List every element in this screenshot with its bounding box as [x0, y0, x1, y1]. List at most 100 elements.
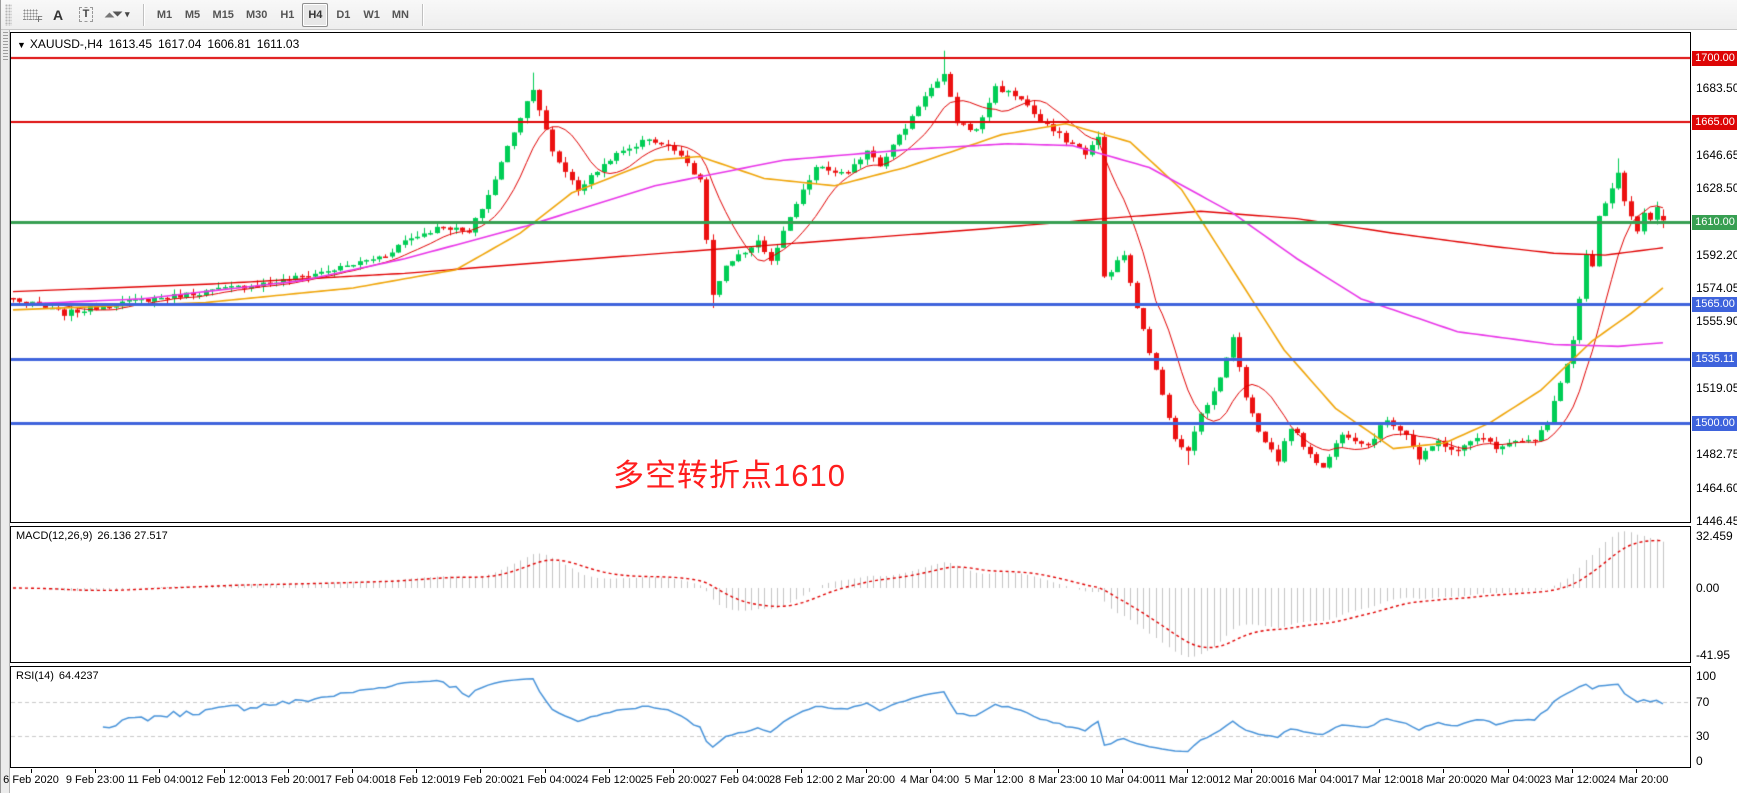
timeframe-button-M1[interactable]: M1 — [156, 8, 173, 21]
price-tick-label: 1628.50 — [1696, 181, 1737, 196]
time-tick-mark — [480, 769, 482, 773]
macd-scale-label: 32.459 — [1696, 529, 1733, 544]
time-tick-label: 25 Feb 20:00 — [640, 774, 706, 786]
price-tick-label: 1464.60 — [1696, 480, 1737, 495]
time-tick-mark — [1186, 769, 1188, 773]
time-tick-mark — [1122, 769, 1124, 773]
time-axis[interactable]: 6 Feb 2020 9 Feb 23:00 11 Feb 04:00 12 Feb … — [3, 769, 1691, 793]
price-axis[interactable]: 1683.50 1646.65 1628.50 1592.20 1574.05 1555.… — [1692, 30, 1737, 793]
dotted-grid-icon: F — [22, 9, 43, 24]
time-tick-label: 8 Mar 23:00 — [1028, 774, 1088, 786]
time-tick-mark — [737, 769, 739, 773]
time-tick-label: 28 Feb 12:00 — [768, 774, 834, 786]
timeframe-button-D1[interactable]: D1 — [336, 8, 351, 21]
time-tick-mark — [1443, 769, 1445, 773]
toolbar: F A T ▾ M1 M5 M15 M30 H1 H4 D1 W1 MN — [1, 0, 1737, 30]
toolbar-separator — [421, 3, 423, 26]
price-line-badge: 1610.00 — [1692, 215, 1737, 231]
time-tick-mark — [1315, 769, 1316, 773]
price-line-badge: 1500.00 — [1692, 416, 1737, 431]
arrows-icon — [104, 6, 123, 22]
symbol-dropdown-icon[interactable]: ▼ — [17, 40, 26, 50]
time-tick-mark — [608, 769, 610, 773]
price-tick-label: 1555.90 — [1696, 313, 1737, 328]
timeframe-button-H4[interactable]: H4 — [302, 2, 329, 27]
chart-title: ▼ XAUUSD-,H4 1613.45 1617.04 1606.81 1611.03 — [17, 37, 299, 51]
time-tick-mark — [1636, 769, 1637, 773]
time-tick-label: 24 Mar 20:00 — [1603, 774, 1669, 786]
macd-pane[interactable]: MACD(12,26,9) 26.136 27.517 — [10, 526, 1691, 663]
time-tick-label: 6 Feb 2020 — [3, 774, 59, 786]
price-tick-label: 1574.05 — [1696, 280, 1737, 295]
time-tick-mark — [1058, 769, 1060, 773]
timeframe-button-MN[interactable]: MN — [391, 8, 409, 21]
rsi-canvas[interactable] — [11, 667, 1690, 767]
time-tick-label: 23 Mar 12:00 — [1539, 774, 1605, 786]
letter-a-icon: A — [52, 6, 64, 23]
price-line-badge: 1565.00 — [1692, 297, 1737, 313]
time-tick-label: 17 Feb 04:00 — [319, 774, 385, 786]
candlestick-canvas[interactable] — [11, 33, 1690, 522]
toolbar-grip[interactable] — [5, 3, 12, 26]
main-chart-pane[interactable]: ▼ XAUUSD-,H4 1613.45 1617.04 1606.81 1611.03 … — [10, 32, 1691, 523]
label-tool-button[interactable]: A — [45, 3, 71, 27]
price-tick-label: 1592.20 — [1696, 247, 1737, 262]
arrow-tools-button[interactable]: ▾ — [101, 3, 135, 27]
time-tick-label: 11 Mar 12:00 — [1154, 774, 1219, 786]
time-tick-mark — [352, 769, 353, 773]
time-tick-mark — [1379, 769, 1381, 773]
time-tick-label: 5 Mar 12:00 — [964, 774, 1024, 786]
time-tick-label: 19 Feb 20:00 — [447, 774, 513, 786]
price-tick-label: 1446.45 — [1696, 513, 1737, 528]
macd-scale-label: -41.95 — [1696, 648, 1731, 663]
text-tool-button[interactable]: T — [73, 3, 99, 27]
macd-values: 26.136 27.517 — [97, 530, 168, 542]
timeframe-button-M5[interactable]: M5 — [184, 8, 201, 21]
timeframe-button-H1[interactable]: H1 — [280, 8, 295, 21]
time-tick-label: 12 Feb 12:00 — [191, 774, 257, 786]
time-tick-mark — [223, 769, 225, 773]
time-tick-label: 27 Feb 04:00 — [704, 774, 770, 786]
macd-canvas[interactable] — [11, 527, 1690, 662]
timeframe-group: M1 M5 M15 M30 H1 H4 D1 W1 MN — [152, 2, 414, 27]
symbol-timeframe-label: XAUUSD-,H4 — [29, 37, 103, 51]
time-tick-mark — [31, 769, 32, 773]
timeframe-button-M30[interactable]: M30 — [245, 8, 268, 21]
time-tick-mark — [416, 769, 418, 773]
timeframe-button-W1[interactable]: W1 — [363, 8, 380, 21]
macd-scale-label: 0.00 — [1696, 581, 1720, 595]
time-tick-label: 20 Mar 04:00 — [1475, 774, 1540, 786]
time-tick-label: 9 Feb 23:00 — [65, 774, 125, 786]
ohlc-low: 1606.81 — [207, 37, 251, 51]
rsi-scale-label: 70 — [1696, 694, 1710, 709]
rsi-scale-label: 0 — [1696, 754, 1703, 768]
rsi-pane[interactable]: RSI(14) 64.4237 — [10, 666, 1691, 768]
text-box-icon: T — [78, 7, 94, 22]
time-tick-label: 2 Mar 20:00 — [836, 774, 895, 786]
left-scroll-strip[interactable] — [1, 30, 10, 793]
grid-properties-icon[interactable]: F — [17, 3, 43, 27]
time-tick-mark — [287, 769, 289, 773]
rsi-label-row: RSI(14) 64.4237 — [16, 670, 99, 682]
time-tick-label: 17 Mar 12:00 — [1346, 774, 1412, 786]
timeframe-button-M15[interactable]: M15 — [212, 8, 234, 21]
time-tick-label: 10 Mar 04:00 — [1089, 774, 1155, 786]
time-tick-label: 24 Feb 12:00 — [576, 774, 642, 786]
ohlc-high: 1617.04 — [158, 37, 202, 51]
time-tick-label: 4 Mar 04:00 — [900, 774, 960, 786]
time-tick-label: 16 Mar 04:00 — [1282, 774, 1348, 786]
ohlc-open: 1613.45 — [108, 37, 152, 51]
time-tick-mark — [544, 769, 546, 773]
ohlc-close: 1611.03 — [256, 37, 300, 51]
time-tick-mark — [865, 769, 867, 773]
price-line-badge: 1700.00 — [1692, 51, 1737, 66]
time-tick-mark — [929, 769, 931, 773]
macd-label: MACD(12,26,9) — [16, 530, 93, 542]
macd-label-row: MACD(12,26,9) 26.136 27.517 — [16, 530, 168, 542]
dropdown-caret-icon[interactable]: ▾ — [125, 9, 130, 19]
time-tick-label: 18 Feb 12:00 — [383, 774, 449, 786]
time-tick-label: 11 Feb 04:00 — [127, 774, 192, 786]
rsi-scale-label: 30 — [1696, 728, 1710, 743]
price-tick-label: 1646.65 — [1696, 148, 1737, 163]
